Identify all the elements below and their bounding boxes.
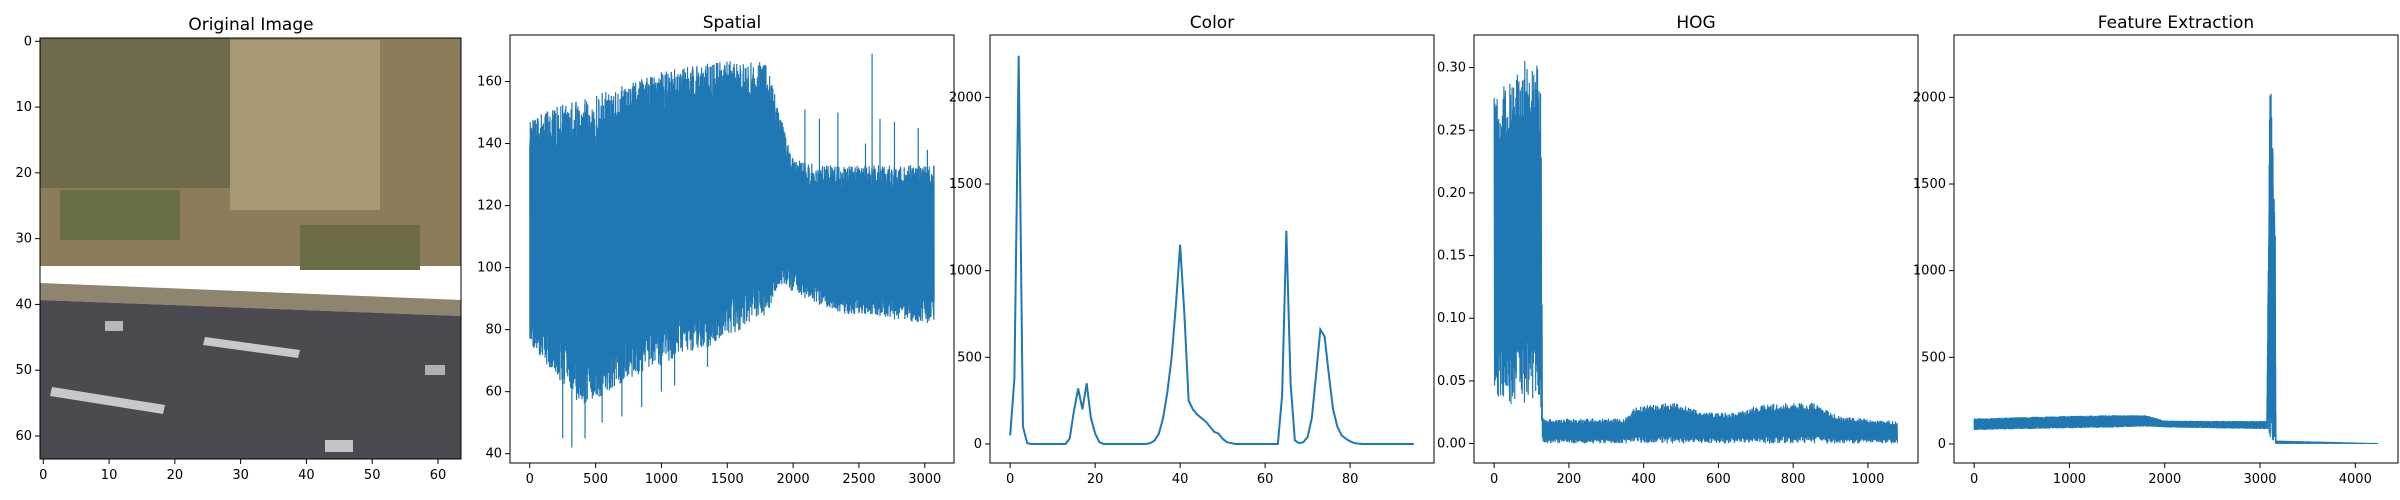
y-tick-label: 2000 [1913, 90, 1946, 105]
x-tick-label: 200 [1557, 472, 1582, 487]
color-title: Color [1190, 13, 1234, 33]
photo-shoulder [40, 283, 461, 316]
y-tick-label: 2000 [949, 90, 982, 105]
y-tick-label: 160 [477, 75, 502, 90]
panel-spatial: Spatial 0 500 1000 1500 2000 2500 3000 40 60 80 10… [477, 13, 955, 487]
color-series-line [1009, 55, 1414, 445]
y-tick-label: 140 [477, 137, 502, 152]
photo-lane-mark-3 [105, 321, 123, 331]
y-tick-label: 0.25 [1437, 123, 1466, 138]
x-tick-label: 1500 [711, 472, 744, 487]
photo-lane-mark-5 [425, 365, 445, 375]
x-tick-label: 0 [526, 472, 534, 487]
spatial-plot-frame [509, 34, 955, 464]
y-tick-label: 1000 [1913, 264, 1946, 279]
spatial-title: Spatial [703, 13, 762, 33]
x-tick-label: 4000 [2339, 472, 2372, 487]
x-tick-label: 1000 [1851, 472, 1884, 487]
photo-lane-mark-4 [325, 440, 353, 452]
spatial-series-line [529, 53, 935, 448]
x-tick-label: 50 [364, 468, 381, 483]
original-image-title: Original Image [188, 15, 313, 35]
x-tick-label: 0 [1006, 472, 1014, 487]
y-tick-label: 1500 [1913, 177, 1946, 192]
x-tick-label: 60 [1257, 472, 1274, 487]
y-tick-label: 0.10 [1437, 311, 1466, 326]
y-tick-label: 0.00 [1437, 437, 1466, 452]
x-tick-label: 80 [1342, 472, 1359, 487]
photo-lane-mark-2 [203, 337, 300, 358]
x-tick-label: 400 [1631, 472, 1656, 487]
feature-extraction-title: Feature Extraction [2098, 13, 2254, 33]
photo-road [40, 300, 461, 459]
y-tick-label: 1500 [949, 177, 982, 192]
hog-title: HOG [1676, 13, 1715, 33]
x-tick-label: 2000 [2148, 472, 2181, 487]
x-tick-label: 30 [232, 468, 249, 483]
feature-extraction-axes: 0 1000 2000 3000 4000 0 500 1000 1500 2000 [1913, 90, 2372, 487]
photo-lane-mark-1 [50, 387, 165, 414]
y-tick-label: 40 [15, 297, 32, 312]
x-tick-label: 1000 [645, 472, 678, 487]
photo-bush-left [60, 190, 180, 240]
panel-original-image: Original Image 0 10 20 30 40 50 60 0 10 20 30 40 50 6… [15, 15, 462, 483]
hog-plot-frame [1473, 34, 1919, 464]
x-tick-label: 0 [1970, 472, 1978, 487]
x-tick-label: 0 [39, 468, 47, 483]
x-tick-label: 20 [167, 468, 184, 483]
spatial-axes: 0 500 1000 1500 2000 2500 3000 40 60 80 100 120 140 1… [477, 75, 941, 487]
y-tick-label: 80 [485, 323, 502, 338]
x-tick-label: 3000 [908, 472, 941, 487]
y-tick-label: 1000 [949, 264, 982, 279]
x-tick-label: 40 [1172, 472, 1189, 487]
x-tick-label: 0 [1490, 472, 1498, 487]
y-tick-label: 0 [974, 437, 982, 452]
y-tick-label: 500 [1921, 350, 1946, 365]
y-tick-label: 60 [485, 385, 502, 400]
x-tick-label: 20 [1087, 472, 1104, 487]
panel-hog: HOG 0 200 400 600 800 1000 0.00 0.05 0.10 0.15 0.2… [1437, 13, 1919, 487]
y-tick-label: 0 [1938, 437, 1946, 452]
panel-color: Color 0 20 40 60 80 0 500 1000 1500 2000 [949, 13, 1435, 487]
y-tick-label: 0.05 [1437, 374, 1466, 389]
original-image-axes: 0 10 20 30 40 50 60 0 10 20 30 40 50 60 [15, 34, 446, 483]
y-tick-label: 500 [957, 350, 982, 365]
x-tick-label: 60 [430, 468, 447, 483]
hog-series-line [1493, 61, 1899, 444]
x-tick-label: 800 [1781, 472, 1806, 487]
y-tick-label: 30 [15, 232, 32, 247]
hog-axes: 0 200 400 600 800 1000 0.00 0.05 0.10 0.15 0.20 0.2… [1437, 61, 1884, 487]
photo-hill-light [230, 40, 380, 210]
photo-frame [39, 37, 462, 460]
x-tick-label: 40 [298, 468, 315, 483]
y-tick-label: 0 [24, 34, 32, 49]
photo-bush-right [300, 225, 420, 270]
y-tick-label: 50 [15, 363, 32, 378]
y-tick-label: 0.15 [1437, 249, 1466, 264]
photo-hill-dark [40, 38, 230, 188]
feature-extraction-plot-frame [1953, 34, 2399, 464]
color-axes: 0 20 40 60 80 0 500 1000 1500 2000 [949, 90, 1358, 487]
y-tick-label: 0.20 [1437, 186, 1466, 201]
y-tick-label: 100 [477, 261, 502, 276]
color-plot-frame [989, 34, 1435, 464]
x-tick-label: 2000 [777, 472, 810, 487]
x-tick-label: 10 [101, 468, 118, 483]
y-tick-label: 60 [15, 429, 32, 444]
y-tick-label: 20 [15, 166, 32, 181]
x-tick-label: 2500 [842, 472, 875, 487]
y-tick-label: 10 [15, 100, 32, 115]
feature-extraction-series-line [1973, 93, 2379, 445]
y-tick-label: 0.30 [1437, 61, 1466, 76]
y-tick-label: 40 [485, 447, 502, 462]
x-tick-label: 3000 [2243, 472, 2276, 487]
y-tick-label: 120 [477, 199, 502, 214]
x-tick-label: 1000 [2053, 472, 2086, 487]
original-image-photo [39, 37, 462, 460]
x-tick-label: 600 [1706, 472, 1731, 487]
x-tick-label: 500 [583, 472, 608, 487]
panel-feature-extraction: Feature Extraction 0 1000 2000 3000 4000 0 500… [1913, 13, 2399, 487]
